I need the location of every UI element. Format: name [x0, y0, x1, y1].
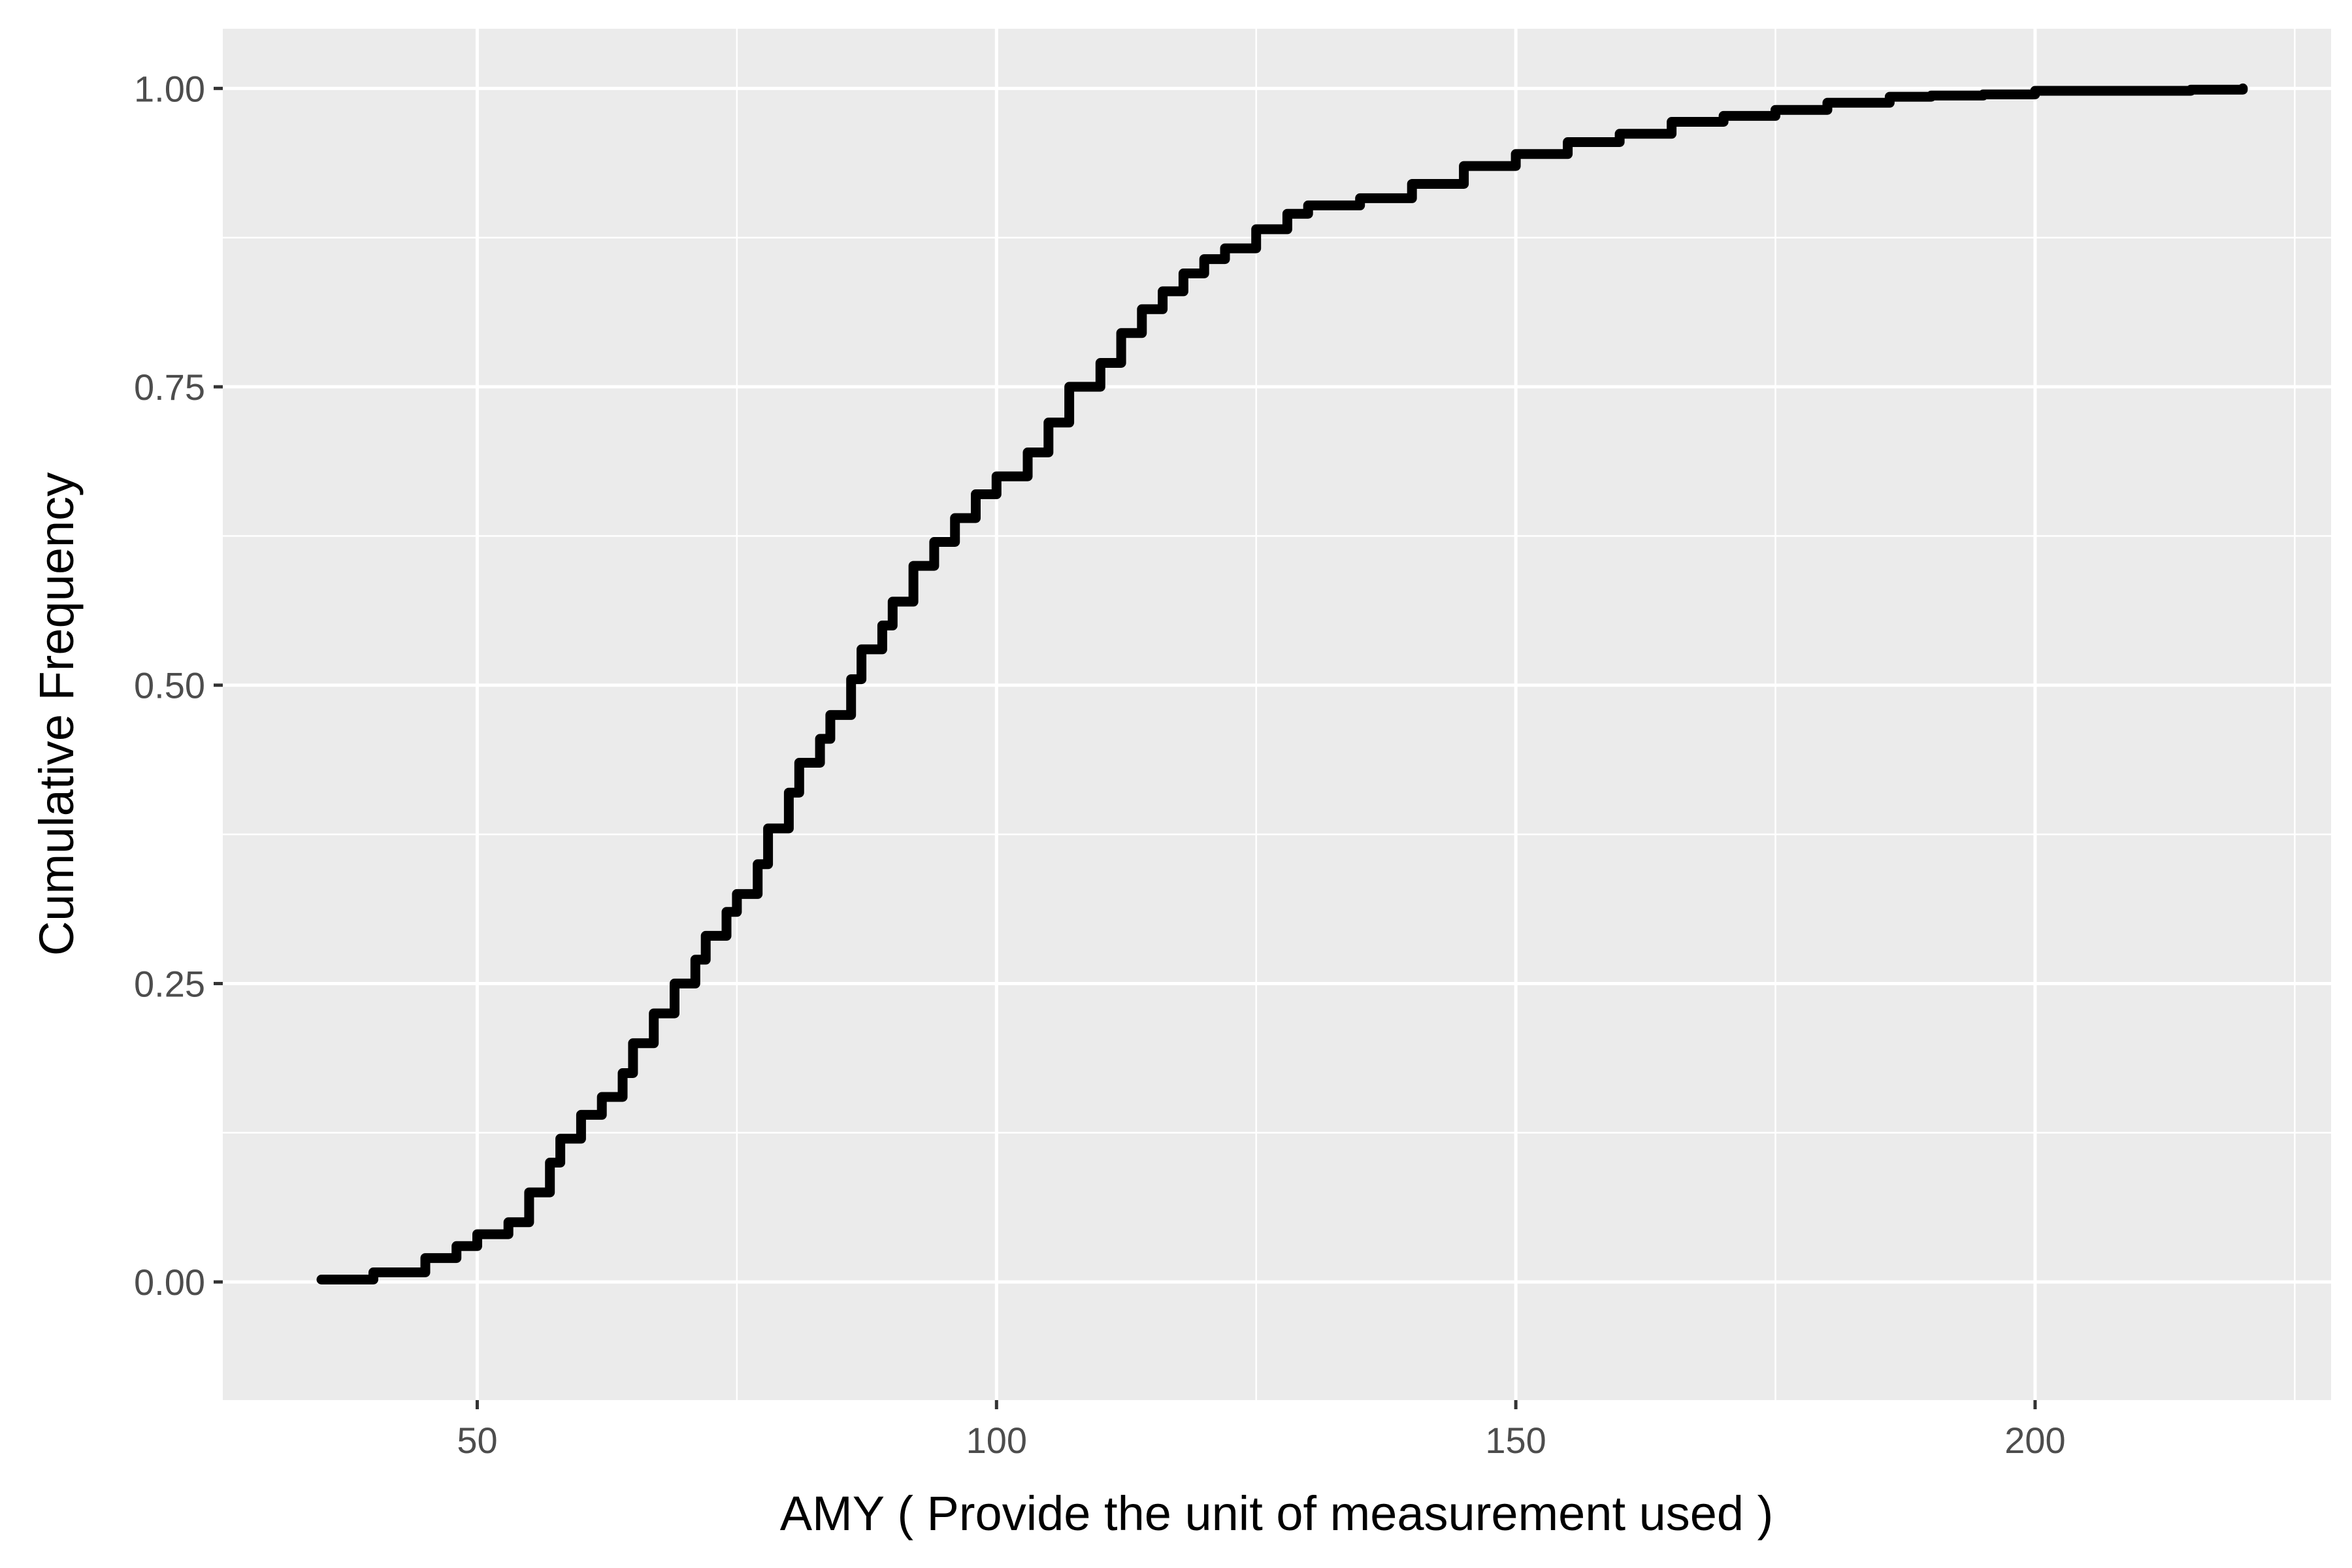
y-tick-label: 0.00: [134, 1262, 205, 1303]
y-axis-tick-labels: 0.00 0.25 0.50 0.75 1.00: [134, 68, 205, 1303]
major-gridlines: [223, 29, 2331, 1400]
x-tick-label: 50: [457, 1420, 497, 1461]
y-axis-title: Cumulative Frequency: [29, 472, 84, 956]
y-tick-label: 0.50: [134, 665, 205, 706]
x-axis-tick-labels: 50 100 150 200: [457, 1420, 2065, 1461]
x-tick-label: 200: [2004, 1420, 2065, 1461]
ecdf-step-line: [316, 83, 2248, 1284]
x-tick-label: 150: [1485, 1420, 1546, 1461]
plot-panel: [223, 29, 2331, 1400]
y-tick-label: 0.25: [134, 963, 205, 1004]
axis-ticks: [214, 86, 2037, 1409]
x-axis-title: AMY ( Provide the unit of measurement us…: [780, 1486, 1773, 1541]
y-tick-label: 0.75: [134, 367, 205, 408]
minor-gridlines: [223, 29, 2331, 1400]
y-tick-label: 1.00: [134, 68, 205, 109]
x-tick-label: 100: [966, 1420, 1027, 1461]
